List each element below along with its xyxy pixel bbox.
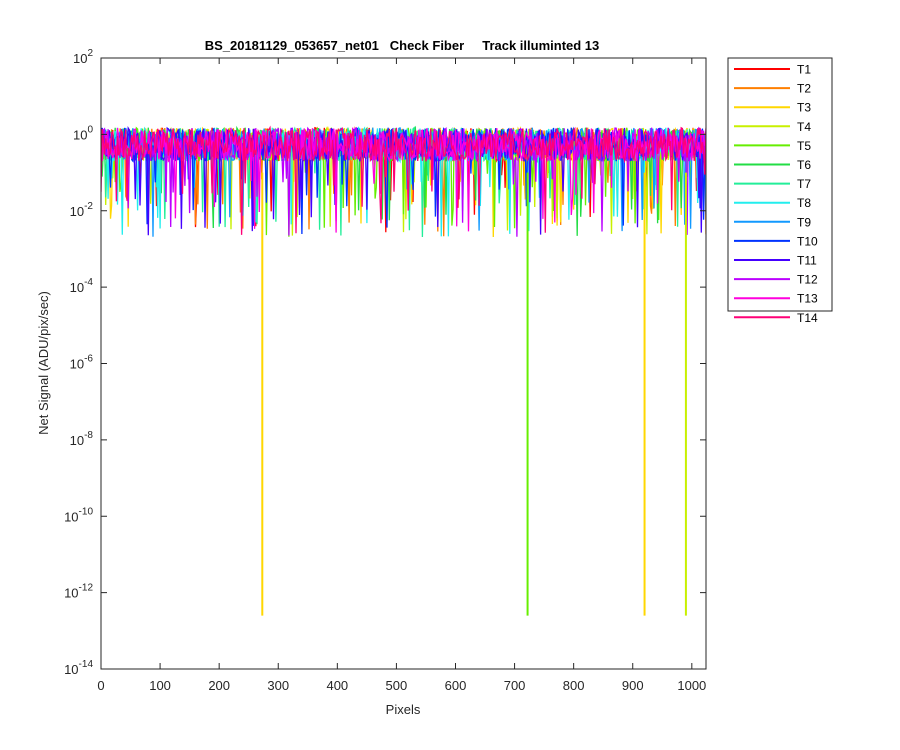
legend-label-t8: T8 bbox=[797, 196, 811, 210]
legend-label-t6: T6 bbox=[797, 158, 811, 172]
y-tick-label: 10-12 bbox=[64, 583, 93, 601]
y-tick-label: 10-8 bbox=[70, 430, 94, 448]
legend-label-t3: T3 bbox=[797, 101, 811, 115]
legend-label-t5: T5 bbox=[797, 139, 811, 153]
legend-label-t2: T2 bbox=[797, 82, 811, 96]
legend-label-t12: T12 bbox=[797, 273, 818, 287]
x-tick-label: 500 bbox=[386, 678, 408, 693]
y-tick-label: 10-2 bbox=[70, 201, 94, 219]
x-tick-label: 700 bbox=[504, 678, 526, 693]
x-tick-label: 600 bbox=[445, 678, 467, 693]
y-tick-label: 102 bbox=[73, 48, 93, 66]
legend: T1 T2 T3 T4 T5 T6 T7 T8 T9 T10 T11 T12 T13 T14 bbox=[727, 57, 833, 325]
x-axis: 0 100 200 300 400 500 600 700 800 900 1000 bbox=[97, 58, 706, 693]
y-tick-label: 10-14 bbox=[64, 659, 93, 677]
y-tick-label: 10-10 bbox=[64, 506, 93, 524]
legend-label-t7: T7 bbox=[797, 177, 811, 191]
x-tick-label: 300 bbox=[267, 678, 289, 693]
y-tick-label: 10-4 bbox=[70, 277, 94, 295]
x-tick-label: 900 bbox=[622, 678, 644, 693]
x-axis-label: Pixels bbox=[386, 702, 421, 717]
legend-label-t13: T13 bbox=[797, 292, 818, 306]
x-tick-label: 0 bbox=[97, 678, 104, 693]
legend-label-t10: T10 bbox=[797, 234, 818, 248]
x-tick-label: 400 bbox=[326, 678, 348, 693]
legend-label-t4: T4 bbox=[797, 120, 811, 134]
y-axis: 102 100 10-2 10-4 10-6 10-8 10-10 10-12 10-14 bbox=[64, 48, 706, 677]
y-tick-label: 10-6 bbox=[70, 354, 94, 372]
x-tick-label: 100 bbox=[149, 678, 171, 693]
chart-title: BS_20181129_053657_net01 Check Fiber Tra… bbox=[205, 38, 600, 53]
x-tick-label: 200 bbox=[208, 678, 230, 693]
series-layer bbox=[101, 125, 706, 616]
legend-label-t11: T11 bbox=[797, 254, 817, 268]
series-line-t14 bbox=[101, 125, 706, 235]
legend-label-t14: T14 bbox=[797, 311, 818, 325]
x-tick-label: 1000 bbox=[677, 678, 706, 693]
legend-label-t1: T1 bbox=[797, 63, 811, 77]
y-axis-label: Net Signal (ADU/pix/sec) bbox=[36, 291, 51, 435]
x-tick-label: 800 bbox=[563, 678, 585, 693]
legend-label-t9: T9 bbox=[797, 215, 811, 229]
y-tick-label: 100 bbox=[73, 124, 93, 142]
